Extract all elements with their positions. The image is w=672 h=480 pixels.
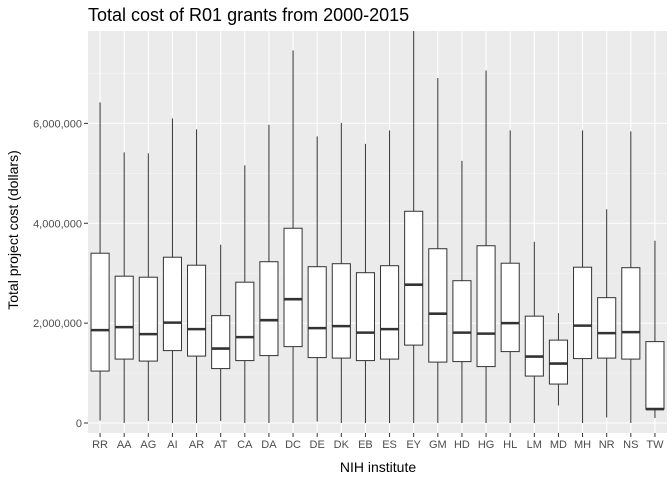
chart-title: Total cost of R01 grants from 2000-2015 — [88, 5, 409, 25]
boxplot-hl — [500, 130, 520, 424]
x-tick-label: AT — [214, 439, 228, 451]
box-iqr — [476, 245, 496, 368]
box-iqr — [597, 297, 617, 359]
x-tick-label: RR — [92, 439, 108, 451]
x-tick-label: EB — [358, 439, 373, 451]
x-tick-label: MD — [550, 439, 567, 451]
boxplot-gm — [428, 77, 448, 424]
boxplot-hd — [452, 160, 472, 424]
boxplot-md — [548, 313, 568, 406]
x-tick-label: HG — [478, 439, 495, 451]
boxplot-nr — [597, 209, 617, 418]
x-tick-label: NR — [599, 439, 615, 451]
box-iqr — [331, 263, 351, 359]
box-iqr — [138, 276, 158, 362]
box-iqr — [235, 281, 255, 362]
boxplot-dc — [283, 50, 303, 424]
y-tick-label: 0 — [76, 418, 82, 430]
boxplot-ag — [138, 153, 158, 422]
x-tick-label: GM — [429, 439, 447, 451]
box-iqr — [259, 261, 279, 357]
y-axis: 0 2,000,000 4,000,000 6,000,000 — [33, 118, 88, 430]
x-tick-label: AI — [167, 439, 177, 451]
boxplot-ey — [404, 31, 424, 424]
boxplot-at — [211, 244, 231, 422]
x-tick-label: TW — [646, 439, 664, 451]
x-tick-label: HD — [454, 439, 470, 451]
box-iqr — [573, 266, 593, 360]
box-series — [90, 31, 665, 424]
box-iqr — [548, 339, 568, 385]
boxplot-da — [259, 124, 279, 424]
y-tick-label: 4,000,000 — [33, 218, 82, 230]
boxplot-de — [307, 136, 327, 422]
x-tick-label: EY — [406, 439, 421, 451]
box-iqr — [114, 275, 134, 360]
box-iqr — [187, 264, 207, 357]
x-tick-label: AG — [140, 439, 156, 451]
boxplot-ca — [235, 165, 255, 424]
boxplot-dk — [331, 122, 351, 424]
x-tick-label: ES — [382, 439, 397, 451]
box-iqr — [283, 227, 303, 348]
y-tick-label: 2,000,000 — [33, 318, 82, 330]
x-tick-label: AR — [189, 439, 204, 451]
x-tick-label: AA — [117, 439, 132, 451]
x-axis: RR AA AG AI AR AT CA DA DC DE DK EB ES EY GM HD HG HL LM MD… — [92, 433, 664, 451]
x-tick-label: DA — [261, 439, 277, 451]
boxplot-aa — [114, 152, 134, 424]
boxplot-es — [380, 130, 400, 424]
box-iqr — [355, 272, 375, 362]
box-iqr — [428, 248, 448, 363]
boxplot-ai — [162, 118, 182, 424]
y-tick-label: 6,000,000 — [33, 118, 82, 130]
box-iqr — [500, 262, 520, 353]
box-iqr — [645, 341, 665, 410]
x-tick-label: CA — [237, 439, 253, 451]
x-axis-title: NIH institute — [340, 459, 416, 475]
box-iqr — [524, 315, 544, 377]
box-iqr — [90, 252, 110, 372]
plot-panel — [88, 31, 667, 433]
boxplot-ns — [621, 131, 641, 424]
boxplot-rr — [90, 102, 110, 421]
box-iqr — [621, 267, 641, 360]
boxplot-tw — [645, 240, 665, 419]
x-tick-label: NS — [623, 439, 638, 451]
boxplot-eb — [355, 143, 375, 424]
box-iqr — [211, 315, 231, 370]
boxplot-mh — [573, 130, 593, 424]
x-tick-label: LM — [527, 439, 542, 451]
box-iqr — [307, 266, 327, 359]
box-iqr — [404, 210, 424, 346]
boxplot-lm — [524, 241, 544, 424]
box-iqr — [380, 265, 400, 360]
y-axis-title: Total project cost (dollars) — [5, 150, 21, 310]
x-tick-label: DK — [334, 439, 350, 451]
x-tick-label: HL — [503, 439, 517, 451]
boxplot-ar — [187, 129, 207, 424]
x-tick-label: DE — [310, 439, 325, 451]
x-tick-label: MH — [574, 439, 591, 451]
x-tick-label: DC — [285, 439, 301, 451]
box-iqr — [162, 256, 182, 352]
boxplot-hg — [476, 70, 496, 424]
box-iqr — [452, 280, 472, 363]
